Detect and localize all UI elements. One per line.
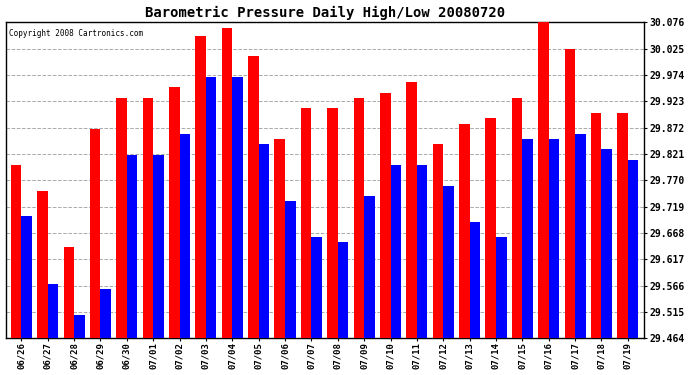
Bar (206, 77, 217, 338)
Bar (486, 118, 496, 338)
Bar (275, 139, 285, 338)
Bar (301, 108, 311, 338)
Bar (153, 154, 164, 338)
Bar (364, 196, 375, 338)
Bar (522, 139, 533, 338)
Bar (179, 134, 190, 338)
Bar (327, 108, 338, 338)
Bar (63, 248, 74, 338)
Bar (602, 149, 612, 338)
Bar (380, 93, 391, 338)
Bar (391, 165, 401, 338)
Bar (74, 315, 85, 338)
Bar (618, 113, 628, 338)
Bar (233, 77, 243, 338)
Bar (127, 154, 137, 338)
Bar (575, 134, 586, 338)
Bar (591, 113, 602, 338)
Bar (512, 98, 522, 338)
Bar (285, 201, 295, 338)
Bar (549, 139, 560, 338)
Bar (169, 87, 179, 338)
Bar (37, 190, 48, 338)
Bar (117, 98, 127, 338)
Bar (406, 82, 417, 338)
Bar (353, 98, 364, 338)
Bar (433, 144, 443, 338)
Bar (259, 144, 269, 338)
Bar (538, 22, 549, 338)
Bar (195, 36, 206, 338)
Bar (417, 165, 427, 338)
Bar (11, 165, 21, 338)
Bar (143, 98, 153, 338)
Bar (21, 216, 32, 338)
Bar (338, 242, 348, 338)
Bar (101, 289, 111, 338)
Bar (90, 129, 101, 338)
Bar (443, 186, 454, 338)
Bar (564, 49, 575, 338)
Bar (470, 222, 480, 338)
Bar (248, 56, 259, 338)
Bar (496, 237, 506, 338)
Bar (48, 284, 58, 338)
Bar (221, 28, 233, 338)
Text: Copyright 2008 Cartronics.com: Copyright 2008 Cartronics.com (9, 28, 143, 38)
Title: Barometric Pressure Daily High/Low 20080720: Barometric Pressure Daily High/Low 20080… (144, 6, 504, 20)
Bar (459, 123, 470, 338)
Bar (628, 160, 638, 338)
Bar (311, 237, 322, 338)
